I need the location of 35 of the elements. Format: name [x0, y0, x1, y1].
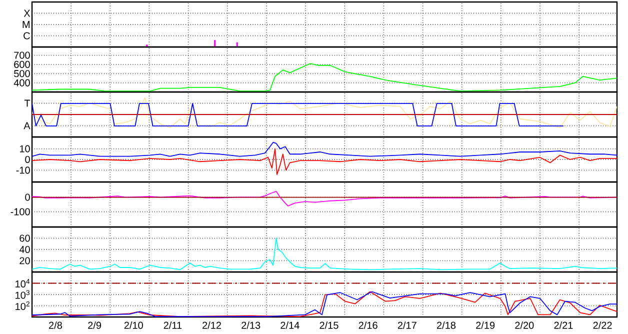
y-tick-label: -10	[16, 166, 30, 174]
x-tick-label: 2/18	[437, 322, 456, 329]
y-tick-label: 600	[14, 60, 30, 68]
y-tick-label: -100	[10, 208, 30, 216]
x-tick-label: 2/11	[164, 322, 182, 329]
x-tick-label: 2/21	[554, 322, 573, 329]
text: X	[24, 10, 30, 17]
x-tick-label: 2/17	[398, 322, 416, 329]
y-tick-label: 20	[20, 257, 30, 264]
text: T	[24, 100, 30, 107]
y-tick-label: 500	[14, 70, 30, 78]
y-tick-label: 400	[14, 79, 30, 86]
x-tick-label: 2/8	[49, 322, 62, 329]
y-tick-label: 60	[20, 234, 30, 242]
x-tick-label: 2/13	[242, 322, 260, 329]
y-tick-label: 10$^{3}$	[16, 290, 30, 299]
x-tick-label: 2/12	[202, 322, 221, 329]
y-tick-label: 0	[25, 194, 30, 201]
x-tick-label: 2/19	[476, 322, 495, 329]
x-tick-label: 2/9	[88, 322, 102, 329]
text: C	[24, 32, 30, 40]
y-tick-label: 10$^{4}$	[16, 278, 30, 288]
x-tick-label: 2/22	[593, 322, 612, 329]
x-tick-label: 2/14	[280, 322, 300, 329]
y-tick-label: 10	[20, 145, 30, 152]
text: M	[22, 21, 30, 28]
y-tick-label: 0	[25, 156, 30, 164]
x-tick-label: 2/20	[515, 322, 534, 329]
x-tick-label: 2/16	[358, 322, 378, 329]
y-tick-label: 700	[14, 52, 30, 59]
y-tick-label: 10$^{2}$	[16, 301, 30, 310]
x-tick-label: 2/10	[124, 322, 143, 329]
x-tick-label: 2/15	[320, 322, 338, 329]
text: A	[24, 122, 30, 130]
y-tick-label: 40	[19, 246, 30, 254]
